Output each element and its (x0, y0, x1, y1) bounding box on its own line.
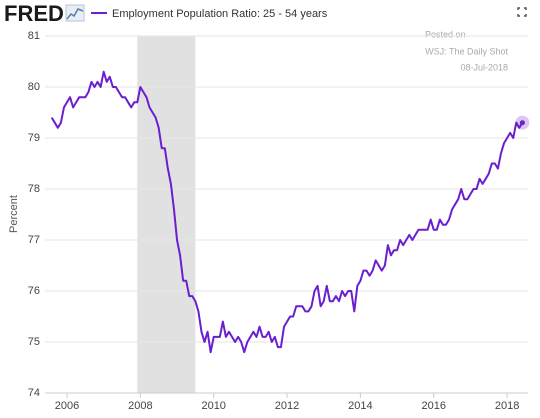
x-tick-label: 2018 (495, 400, 519, 412)
x-tick-label: 2008 (128, 400, 152, 412)
y-tick-label: 77 (28, 234, 40, 246)
annotation: WSJ: The Daily Shot (425, 46, 508, 56)
y-tick-label: 79 (28, 132, 40, 144)
y-tick-label: 80 (28, 81, 40, 93)
fullscreen-icon[interactable] (517, 7, 527, 17)
x-tick-label: 2012 (275, 400, 299, 412)
legend-label: Employment Population Ratio: 25 - 54 yea… (112, 8, 328, 20)
x-tick-label: 2010 (201, 400, 225, 412)
annotation: Posted on (425, 29, 466, 39)
recession-band (137, 36, 196, 393)
brand-logo: FRED (4, 1, 64, 26)
x-tick-label: 2016 (422, 400, 446, 412)
x-tick-label: 2014 (348, 400, 372, 412)
y-tick-label: 76 (28, 285, 40, 297)
y-tick-label: 78 (28, 183, 40, 195)
y-tick-label: 74 (28, 387, 40, 399)
logo-icon (65, 4, 85, 22)
annotation: 08-Jul-2018 (460, 62, 508, 72)
y-axis-label: Percent (8, 195, 20, 233)
y-tick-label: 81 (28, 30, 40, 42)
x-tick-label: 2006 (55, 400, 79, 412)
end-point (519, 120, 525, 126)
data-line (50, 70, 524, 354)
y-tick-label: 75 (28, 336, 40, 348)
